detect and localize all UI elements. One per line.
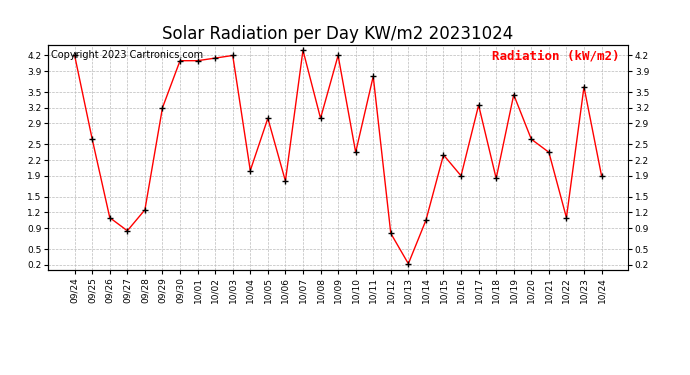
Text: Copyright 2023 Cartronics.com: Copyright 2023 Cartronics.com xyxy=(51,50,204,60)
Title: Solar Radiation per Day KW/m2 20231024: Solar Radiation per Day KW/m2 20231024 xyxy=(162,26,514,44)
Text: Radiation (kW/m2): Radiation (kW/m2) xyxy=(492,50,619,63)
